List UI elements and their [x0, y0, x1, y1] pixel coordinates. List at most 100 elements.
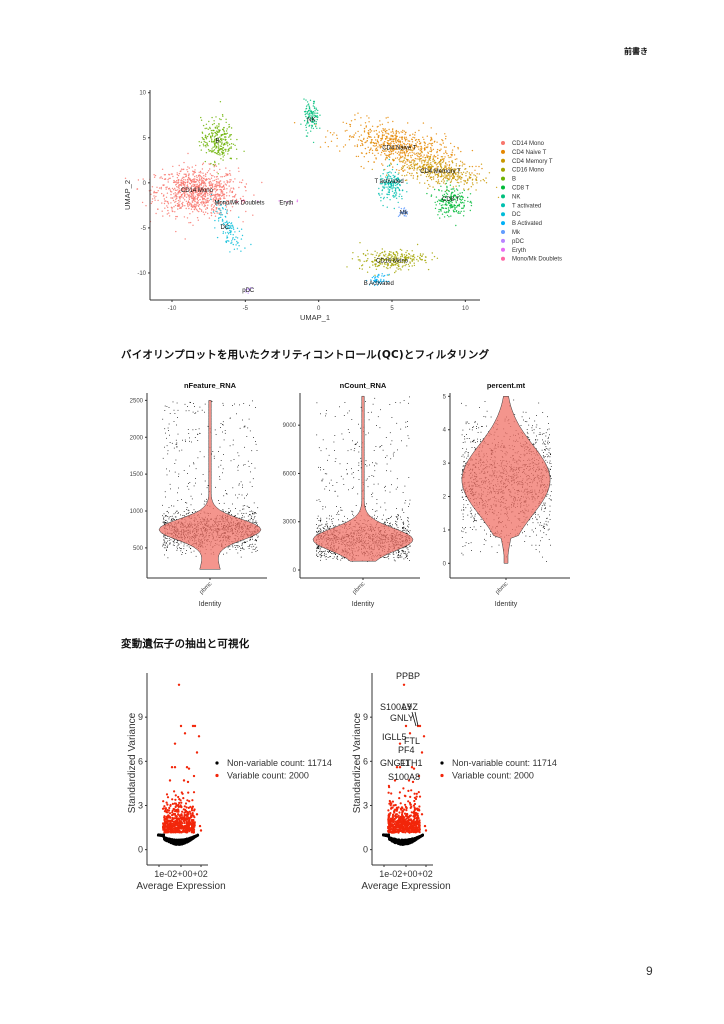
legend-dot [215, 761, 219, 765]
x-axis-title: Average Expression [136, 881, 225, 892]
legend-label: Eryth [512, 248, 526, 254]
x-axis-title: Identity [495, 601, 518, 608]
legend-dot [501, 203, 505, 208]
outlier-point [423, 824, 427, 828]
outlier-point [185, 766, 189, 769]
outlier-point [407, 779, 411, 782]
outlier-point [170, 766, 174, 769]
x-axis-title: Identity [352, 601, 375, 608]
gene-label: GNG11 [380, 758, 410, 768]
y-tick-label: 0 [138, 845, 143, 855]
section-title-hvg: 変動遺伝子の抽出と可視化 [121, 638, 250, 650]
legend-dot [440, 761, 444, 765]
cluster-label: Mk [400, 211, 409, 217]
y-tick-label: 0 [293, 568, 297, 574]
legend-label: CD4 Naive T [512, 150, 547, 156]
outlier-point [395, 766, 399, 769]
outlier-point [415, 819, 419, 822]
hvg-points [382, 683, 428, 846]
outlier-point [173, 766, 177, 769]
outlier-point [402, 683, 406, 686]
legend-label: Mk [512, 230, 521, 236]
outlier-point [398, 742, 402, 745]
outlier-point [199, 829, 203, 832]
x-tick-label: pbmc [199, 581, 214, 596]
y-tick-label: 6 [138, 756, 143, 766]
y-tick-label: 1 [443, 528, 447, 534]
umap-points [124, 98, 500, 294]
outlier-point [187, 767, 191, 770]
label-connector [414, 711, 419, 727]
outlier-point [195, 813, 199, 816]
legend-label: B [512, 177, 516, 183]
cluster-label: NK [307, 118, 315, 124]
y-tick-label: 1000 [130, 509, 144, 515]
gene-label: LYZ [402, 702, 418, 712]
y-tick-label: 2500 [130, 398, 144, 404]
outlier-point [412, 767, 416, 770]
legend-label: Variable count: 2000 [452, 771, 534, 781]
legend-label: B Activated [512, 221, 542, 227]
y-tick-label: 1500 [130, 472, 144, 478]
x-tick-labels: 1e-02+00+02 [379, 869, 433, 879]
legend-dot [501, 256, 505, 261]
y-tick-label: 2000 [130, 435, 144, 441]
legend-label: Mono/Mk Doublets [512, 257, 562, 263]
legend-dot [501, 212, 505, 217]
outlier-point [177, 683, 181, 686]
gene-label: PF4 [398, 745, 415, 755]
outlier-point [182, 779, 186, 782]
cluster-label: B Activated [364, 281, 394, 287]
x-tick-label: 5 [390, 306, 394, 312]
y-tick-label: -10 [137, 271, 146, 277]
outlier-point [408, 732, 412, 735]
y-tick-label: 6 [363, 756, 368, 766]
outlier-point [411, 780, 415, 784]
outlier-point [418, 724, 422, 728]
y-tick-label: 6000 [283, 471, 297, 477]
outlier-point [190, 819, 194, 822]
legend-label: CD14 Mono [512, 141, 545, 147]
plot-title: nFeature_RNA [184, 381, 237, 390]
legend-dot [501, 167, 505, 172]
y-tick-label: 0 [363, 845, 368, 855]
section-title-qc: バイオリンプロットを用いたクオリティコントロール(QC)とフィルタリング [121, 349, 490, 361]
outlier-point [404, 724, 408, 728]
x-axis-title: Identity [199, 601, 222, 608]
outlier-point [191, 724, 195, 728]
outlier-point [183, 732, 187, 735]
outlier-point [197, 735, 201, 738]
x-tick-label: 10 [462, 306, 469, 312]
violin-shape [461, 396, 551, 564]
legend-label: NK [512, 194, 520, 200]
x-tick-labels: 1e-02+00+02 [154, 869, 208, 879]
gene-label: FTL [404, 736, 420, 746]
cluster-label: T activated [374, 179, 403, 185]
x-tick-label: -10 [168, 306, 177, 312]
legend-dot [501, 238, 505, 243]
y-tick-label: 0 [143, 181, 147, 187]
legend-label: CD4 Memory T [512, 159, 553, 165]
y-tick-label: 3 [443, 461, 447, 467]
violin-ncount: 0 3000 6000 9000 pbmc Identity nCount_RNA [283, 381, 420, 608]
hvg-points [156, 683, 203, 846]
cluster-label: CD4 Memory T [420, 169, 461, 175]
outlier-point [398, 766, 402, 769]
legend-dot [501, 141, 505, 145]
umap-legend: CD14 Mono CD4 Naive T CD4 Memory T CD16 Mon… [501, 141, 562, 263]
plot-title: nCount_RNA [340, 381, 387, 390]
x-tick-label: 0 [317, 306, 321, 312]
legend-label: CD8 T [512, 186, 530, 192]
y-tick-label: 0 [443, 561, 447, 567]
legend-label: Non-variable count: 11714 [227, 758, 332, 768]
x-axis-title: UMAP_1 [300, 313, 330, 322]
y-tick-label: 5 [443, 394, 447, 400]
legend-label: CD16 Mono [512, 168, 545, 174]
cluster-label: DC [220, 225, 229, 231]
y-tick-label: -5 [141, 226, 147, 232]
cluster-label: CD14 Mono [181, 188, 214, 194]
x-axis-title: Average Expression [361, 881, 450, 892]
y-tick-label: 4 [443, 428, 447, 434]
legend-label: Variable count: 2000 [227, 771, 309, 781]
y-tick-label: 9 [363, 712, 368, 722]
